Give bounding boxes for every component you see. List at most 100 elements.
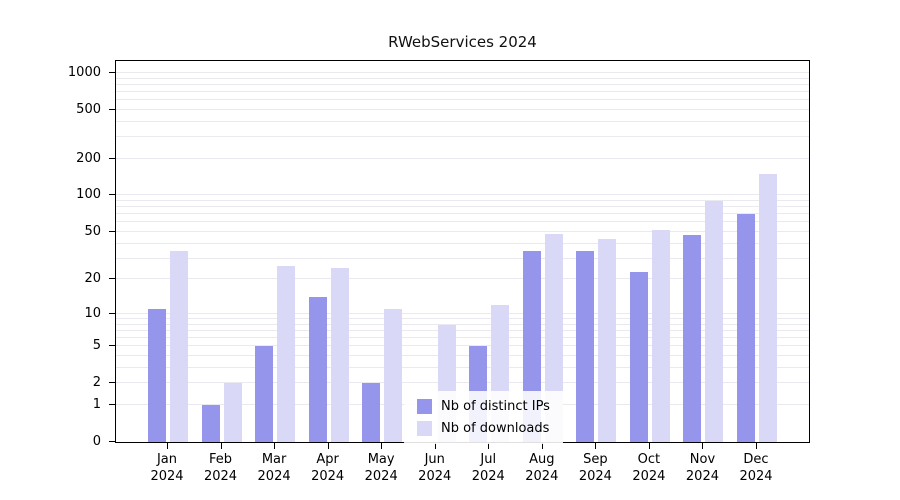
y-tick-mark [109,382,115,384]
bar-downloads [384,309,403,442]
y-tick-label: 2 [92,375,101,391]
gridline [116,242,809,244]
gridline [116,157,809,159]
legend-swatch-icon [417,421,432,436]
gridline [116,99,809,101]
legend-swatch-icon [417,399,432,414]
gridline [116,83,809,85]
y-tick-label: 500 [76,101,101,117]
bar-distinct-ips [737,214,755,442]
gridline [116,206,809,208]
gridline [116,366,809,368]
x-tick-label: Jan 2024 [150,452,184,484]
x-tick-label: Jun 2024 [418,452,452,484]
legend-label: Nb of distinct IPs [441,399,550,414]
gridline [116,278,809,280]
bar-downloads [330,267,349,442]
y-axis: 0 1 2 5 10 20 50 100 200 500 1000 [0,60,115,449]
gridline [116,194,809,196]
x-tick-label: Sep 2024 [578,452,612,484]
gridline [116,136,809,138]
bar-downloads [170,250,188,442]
legend-label: Nb of downloads [441,421,550,436]
y-tick-label: 1 [92,396,101,412]
bar-downloads [705,201,724,442]
bar-distinct-ips [308,297,327,442]
x-tick-mark [434,443,436,449]
y-tick-mark [109,71,115,73]
gridline [116,355,809,357]
x-axis-labels: Jan 2024 Feb 2024 Mar 2024 Apr 2024 May 2024… [0,452,900,492]
y-tick-label: 100 [76,187,101,203]
plot-area: Nb of distinct IPs Nb of downloads [115,60,810,444]
gridline [116,90,809,92]
y-tick-mark [109,441,115,442]
gridline [116,200,809,202]
bar-downloads [598,238,617,442]
y-tick-label: 10 [84,305,101,321]
gridline [116,71,809,73]
x-tick-label: Aug 2024 [525,452,559,484]
x-tick-mark [595,443,597,449]
bar-distinct-ips [576,250,595,442]
gridline [116,345,809,347]
bar-distinct-ips [148,309,166,442]
x-tick-label: Nov 2024 [685,452,719,484]
x-axis-ticks [0,443,900,450]
legend: Nb of distinct IPs Nb of downloads [404,391,563,444]
y-tick-mark [109,312,115,314]
gridline [116,221,809,223]
x-tick-mark [381,443,383,449]
y-tick-mark [109,108,115,110]
y-tick-mark [109,345,115,347]
x-tick-mark [756,443,757,449]
gridline [116,120,809,122]
x-tick-label: Oct 2024 [632,452,666,484]
chart-title: RWebServices 2024 [388,33,537,51]
gridline [116,318,809,319]
y-tick-mark [109,230,115,232]
y-tick-mark [109,403,115,405]
bar-downloads [651,229,670,442]
y-tick-label: 20 [84,271,101,287]
x-tick-mark [648,443,650,449]
gridline [116,329,809,331]
x-tick-mark [702,443,704,449]
bar-distinct-ips [629,272,648,442]
x-tick-mark [274,443,276,449]
bar-downloads [277,265,296,442]
bar-distinct-ips [362,383,381,442]
x-tick-label: Dec 2024 [739,452,773,484]
legend-item: Nb of distinct IPs [417,399,550,414]
gridline [116,337,809,339]
x-tick-label: Jul 2024 [471,452,505,484]
y-tick-mark [109,278,115,280]
gridline [116,312,809,314]
gridline [116,230,809,232]
legend-item: Nb of downloads [417,421,550,436]
y-tick-label: 50 [84,223,101,239]
bar-distinct-ips [683,235,702,442]
x-tick-mark [220,443,222,449]
y-tick-mark [109,157,115,159]
bar-downloads [223,383,242,442]
gridline [116,77,809,79]
x-tick-mark [167,443,168,449]
bar-downloads [759,173,777,442]
gridline [116,382,809,384]
x-tick-mark [541,443,543,449]
x-tick-label: Apr 2024 [311,452,345,484]
y-tick-label: 5 [92,338,101,354]
gridline [116,323,809,325]
bar-distinct-ips [255,346,274,442]
bar-distinct-ips [201,404,220,442]
y-tick-label: 1000 [67,64,101,80]
x-tick-label: May 2024 [364,452,398,484]
gridline [116,213,809,215]
gridline [116,108,809,110]
y-tick-mark [109,194,115,196]
y-tick-label: 0 [92,434,101,449]
x-tick-label: Feb 2024 [203,452,238,484]
x-tick-label: Mar 2024 [257,452,291,484]
